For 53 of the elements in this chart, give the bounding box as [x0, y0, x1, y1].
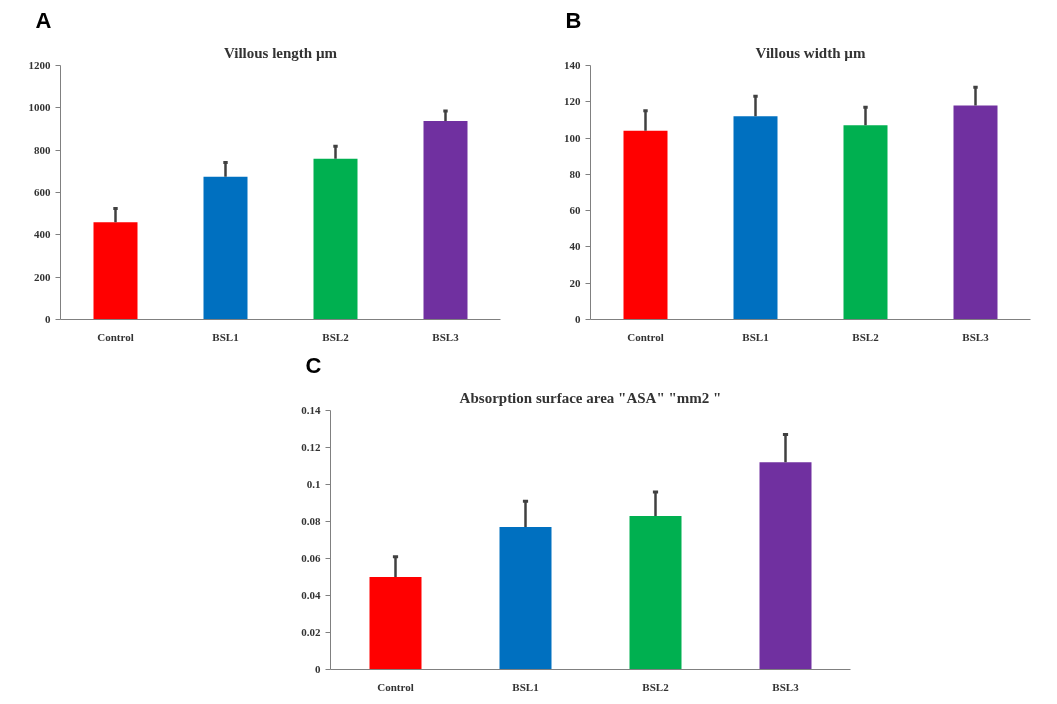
- x-tick-label: Control: [377, 680, 414, 693]
- y-tick-label: 400: [34, 228, 51, 241]
- y-tick-label: 140: [564, 59, 581, 71]
- chart-title: Absorption surface area "ASA" "mm2 ": [459, 389, 722, 406]
- y-tick-label: 0.08: [301, 515, 321, 527]
- bar: [423, 120, 468, 320]
- y-tick-label: 80: [569, 167, 581, 180]
- bar: [953, 105, 998, 320]
- chart-title: Villous length µm: [223, 44, 338, 61]
- y-tick-label: 0: [575, 313, 581, 325]
- bar: [843, 125, 888, 320]
- y-tick-label: 0.1: [306, 478, 321, 490]
- x-tick-label: BSL3: [432, 330, 460, 343]
- y-tick-label: 0.04: [301, 589, 321, 601]
- bar: [629, 515, 682, 670]
- y-tick-label: 20: [569, 276, 581, 289]
- bar: [499, 527, 552, 670]
- x-tick-label: BSL2: [642, 680, 670, 693]
- x-tick-label: BSL1: [212, 330, 239, 343]
- bar: [313, 158, 358, 320]
- y-tick-label: 1200: [28, 59, 51, 71]
- y-tick-label: 200: [34, 270, 51, 283]
- bar: [623, 130, 668, 320]
- x-tick-label: BSL2: [322, 330, 350, 343]
- y-tick-label: 0.12: [301, 441, 321, 453]
- y-tick-label: 120: [564, 95, 581, 108]
- text: C: [305, 352, 322, 378]
- y-tick-label: 0: [45, 313, 51, 325]
- chart-title: Villous width µm: [755, 44, 866, 61]
- y-tick-label: 60: [569, 204, 581, 217]
- y-tick-label: 800: [34, 143, 51, 156]
- x-tick-label: Control: [97, 330, 134, 343]
- x-tick-label: BSL1: [512, 680, 539, 693]
- y-tick-label: 0.06: [301, 552, 321, 564]
- bar: [93, 222, 138, 320]
- y-tick-label: 0: [315, 663, 321, 675]
- y-tick-label: 100: [564, 131, 581, 144]
- x-tick-label: BSL3: [772, 680, 800, 693]
- bar: [733, 116, 778, 320]
- y-tick-label: 600: [34, 186, 51, 198]
- x-tick-label: Control: [627, 330, 664, 343]
- y-tick-label: 0.14: [301, 404, 321, 416]
- text: A: [35, 7, 52, 33]
- bar: [203, 176, 248, 320]
- bar: [759, 462, 812, 670]
- x-tick-label: BSL3: [962, 330, 990, 343]
- x-tick-label: BSL2: [852, 330, 880, 343]
- y-tick-label: 40: [569, 240, 581, 253]
- y-tick-label: 0.02: [301, 626, 321, 638]
- x-tick-label: BSL1: [742, 330, 769, 343]
- bar: [369, 577, 422, 670]
- y-tick-label: 1000: [28, 101, 51, 114]
- text: B: [565, 7, 582, 33]
